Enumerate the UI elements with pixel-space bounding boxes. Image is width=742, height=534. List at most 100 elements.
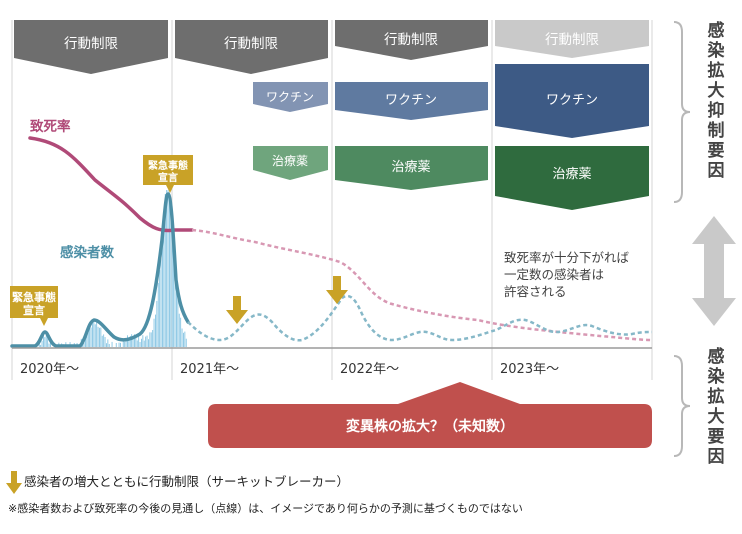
infected-bar (155, 314, 156, 347)
infected-bar (164, 194, 166, 347)
infected-bar (141, 338, 142, 347)
suppression-brace (673, 21, 691, 203)
acceptable-line-3: 許容される (504, 284, 567, 299)
infected-projection (187, 294, 653, 342)
infected-bar (142, 335, 144, 347)
infected-bar (93, 322, 95, 347)
restriction-label-2022: 行動制限 (384, 32, 438, 48)
infected-bar (87, 328, 89, 347)
infected-bar (127, 335, 128, 347)
infected-bar (128, 339, 130, 347)
infected-bar (176, 281, 177, 347)
infected-bar (181, 328, 183, 347)
acceptable-note: 致死率が十分下がれば 一定数の感染者は 許容される (504, 250, 630, 299)
expansion-brace (673, 355, 691, 457)
infected-bar (156, 300, 158, 347)
infected-bar (90, 327, 92, 347)
infected-bar (136, 340, 138, 347)
infected-bar (96, 320, 98, 347)
restriction-banner-2021 (175, 20, 328, 74)
infected-bar (162, 226, 163, 347)
restriction-banner-2023 (495, 20, 649, 58)
infected-bar (148, 339, 149, 347)
emergency-callout-1: 緊急事態 宣言 (10, 286, 58, 326)
double-arrow-icon (692, 216, 736, 326)
infected-bar (139, 342, 141, 347)
infected-bar (97, 326, 99, 347)
restriction-banner-2022 (335, 20, 488, 60)
restriction-label-2023: 行動制限 (545, 32, 599, 48)
infected-bar (44, 337, 46, 347)
infected-bar (115, 343, 117, 347)
infected-bar (138, 336, 140, 347)
infected-bar (106, 343, 107, 347)
circuit-breaker-arrow-1 (226, 296, 248, 324)
infected-bar (157, 282, 159, 347)
vaccine-label-2023: ワクチン (546, 93, 598, 108)
infected-bar (177, 298, 179, 347)
year-2021: 2021年〜 (180, 362, 239, 377)
treatment-banner-2021 (253, 146, 328, 180)
death-rate-label: 致死率 (30, 118, 71, 135)
infected-bar (40, 344, 42, 347)
vaccine-banner-2021 (253, 82, 328, 112)
infected-bars (38, 190, 187, 347)
year-2020: 2020年〜 (20, 362, 79, 377)
infected-bar (174, 267, 176, 347)
infected-bar (145, 336, 147, 347)
infected-bar (108, 344, 110, 347)
circuit-breaker-arrow-2 (326, 276, 348, 304)
emergency-badge-1 (10, 286, 58, 326)
emergency-line-1: 緊急事態 (12, 290, 56, 304)
year-2022: 2022年〜 (340, 362, 399, 377)
infected-bar (86, 335, 88, 347)
infected-bar (163, 213, 165, 347)
variant-banner (208, 382, 652, 448)
infected-bar (135, 336, 137, 347)
vaccine-banner-2022 (335, 82, 488, 120)
infected-bar (171, 225, 173, 347)
emergency-badge-2 (143, 155, 193, 193)
infected-bar (94, 324, 96, 347)
infected-bar (159, 270, 161, 347)
infected-bar (166, 190, 168, 347)
restriction-banners: 行動制限 行動制限 行動制限 行動制限 (14, 20, 649, 74)
variant-label: 変異株の拡大？（未知数） (346, 418, 514, 435)
vaccine-banner-2023 (495, 64, 649, 138)
infected-bar (160, 246, 162, 347)
infected-bar (89, 325, 91, 347)
infected-bar (100, 327, 102, 347)
acceptable-line-1: 致死率が十分下がれば (504, 250, 630, 265)
infected-bar (120, 342, 121, 347)
vaccine-label-2022: ワクチン (385, 93, 437, 108)
infected-bar (143, 340, 145, 347)
vaccine-label-2021: ワクチン (266, 90, 314, 104)
treatment-label-2022: 治療薬 (391, 160, 430, 175)
infected-bar (132, 339, 134, 347)
infected-bar (41, 340, 43, 347)
infected-bar (183, 332, 184, 347)
infected-bar (38, 341, 40, 347)
infected-bar (150, 332, 152, 347)
legend-arrow-text: 感染者の増大とともに行動制限（サーキットブレーカー） (24, 474, 349, 489)
infected-bar (180, 317, 182, 347)
infected-bar (167, 190, 169, 347)
infected-bar (152, 330, 154, 347)
infected-bar (48, 343, 50, 347)
restriction-label-2021: 行動制限 (224, 36, 278, 52)
infected-bar (153, 318, 155, 347)
restriction-banner-2020 (14, 20, 168, 74)
infected-bar (129, 336, 131, 347)
infected-label: 感染者数 (60, 244, 114, 261)
treatment-banners: 治療薬 治療薬 治療薬 (253, 146, 649, 210)
suppression-label: 感染拡大抑制要因 (708, 20, 725, 181)
infected-bar (131, 334, 133, 347)
treatment-banner-2023 (495, 146, 649, 210)
infected-bar (47, 335, 49, 347)
infected-bar (184, 331, 186, 347)
death-rate-projection (191, 228, 653, 342)
infected-bar (173, 242, 175, 347)
infected-bar (45, 333, 47, 347)
acceptable-line-2: 一定数の感染者は (504, 267, 604, 282)
